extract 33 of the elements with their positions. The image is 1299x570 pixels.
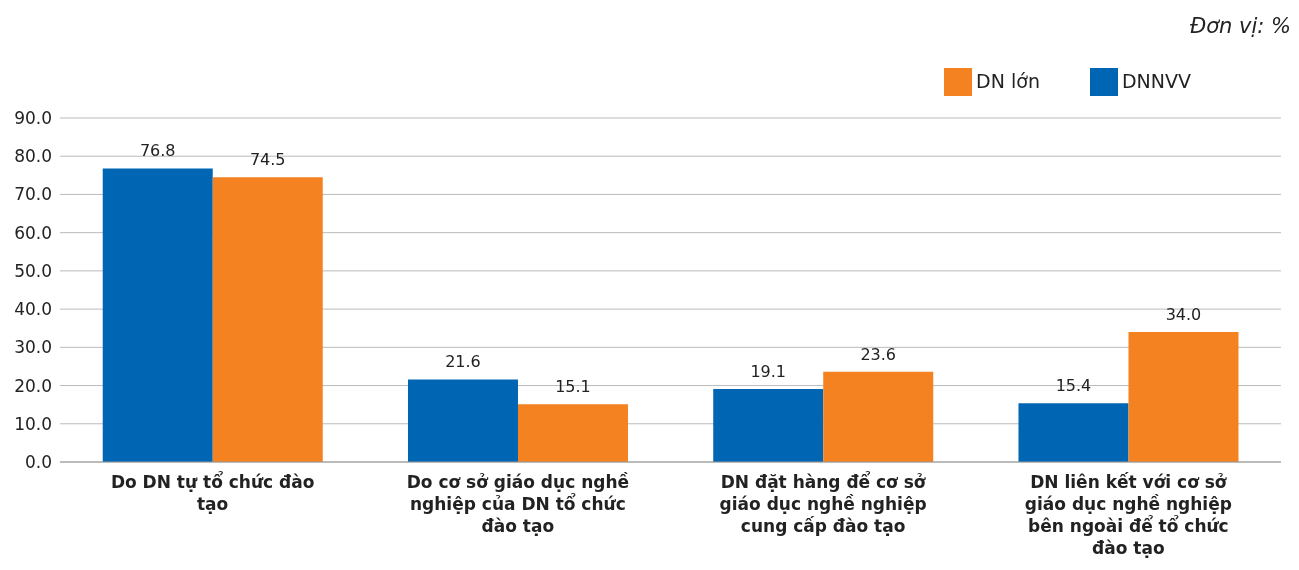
- bar: [823, 371, 934, 462]
- bar: [1128, 332, 1239, 462]
- x-tick-label: Do DN tự tổ chức đào tạo: [110, 471, 315, 514]
- legend-label: DN lớn: [976, 69, 1040, 92]
- y-tick-label: 0.0: [24, 452, 52, 473]
- data-label: 23.6: [860, 344, 897, 364]
- data-label: 34.0: [1165, 305, 1202, 325]
- data-label: 15.1: [555, 377, 591, 397]
- bar: [407, 379, 518, 462]
- bar: [713, 389, 824, 462]
- y-tick-label: 20.0: [14, 375, 52, 396]
- y-tick-label: 40.0: [14, 299, 52, 320]
- data-label: 15.4: [1055, 376, 1092, 396]
- data-label: 21.6: [445, 352, 481, 372]
- x-tick-label: DN liên kết với cơ sở giáo dục nghề nghiệp bên ngoài để tổ chức đào tạo: [1024, 472, 1232, 558]
- x-tick-label: DN đặt hàng để cơ sở giáo dục nghề nghiệp cung cấp đào tạo: [719, 471, 927, 536]
- y-tick-label: 30.0: [14, 337, 52, 358]
- bar: [517, 404, 628, 462]
- y-tick-label: 60.0: [14, 222, 52, 243]
- data-label: 76.8: [139, 141, 176, 161]
- data-label: 19.1: [750, 362, 787, 381]
- x-tick-label: Do cơ sở giáo dục nghề nghiệp của DN tổ chức đào tạo: [406, 472, 630, 536]
- y-tick-label: 50.0: [14, 260, 52, 281]
- legend-label: DNNVV: [1121, 69, 1191, 92]
- data-label: 74.5: [249, 150, 286, 170]
- y-tick-label: 70.0: [14, 184, 52, 205]
- y-tick-label: 80.0: [14, 146, 52, 167]
- bar: [102, 168, 213, 462]
- text: Đơn vị: %: [1189, 14, 1291, 38]
- bar: [212, 177, 323, 462]
- y-tick-label: 10.0: [14, 413, 52, 434]
- bar: [1018, 403, 1129, 462]
- y-tick-label: 90.0: [14, 108, 52, 129]
